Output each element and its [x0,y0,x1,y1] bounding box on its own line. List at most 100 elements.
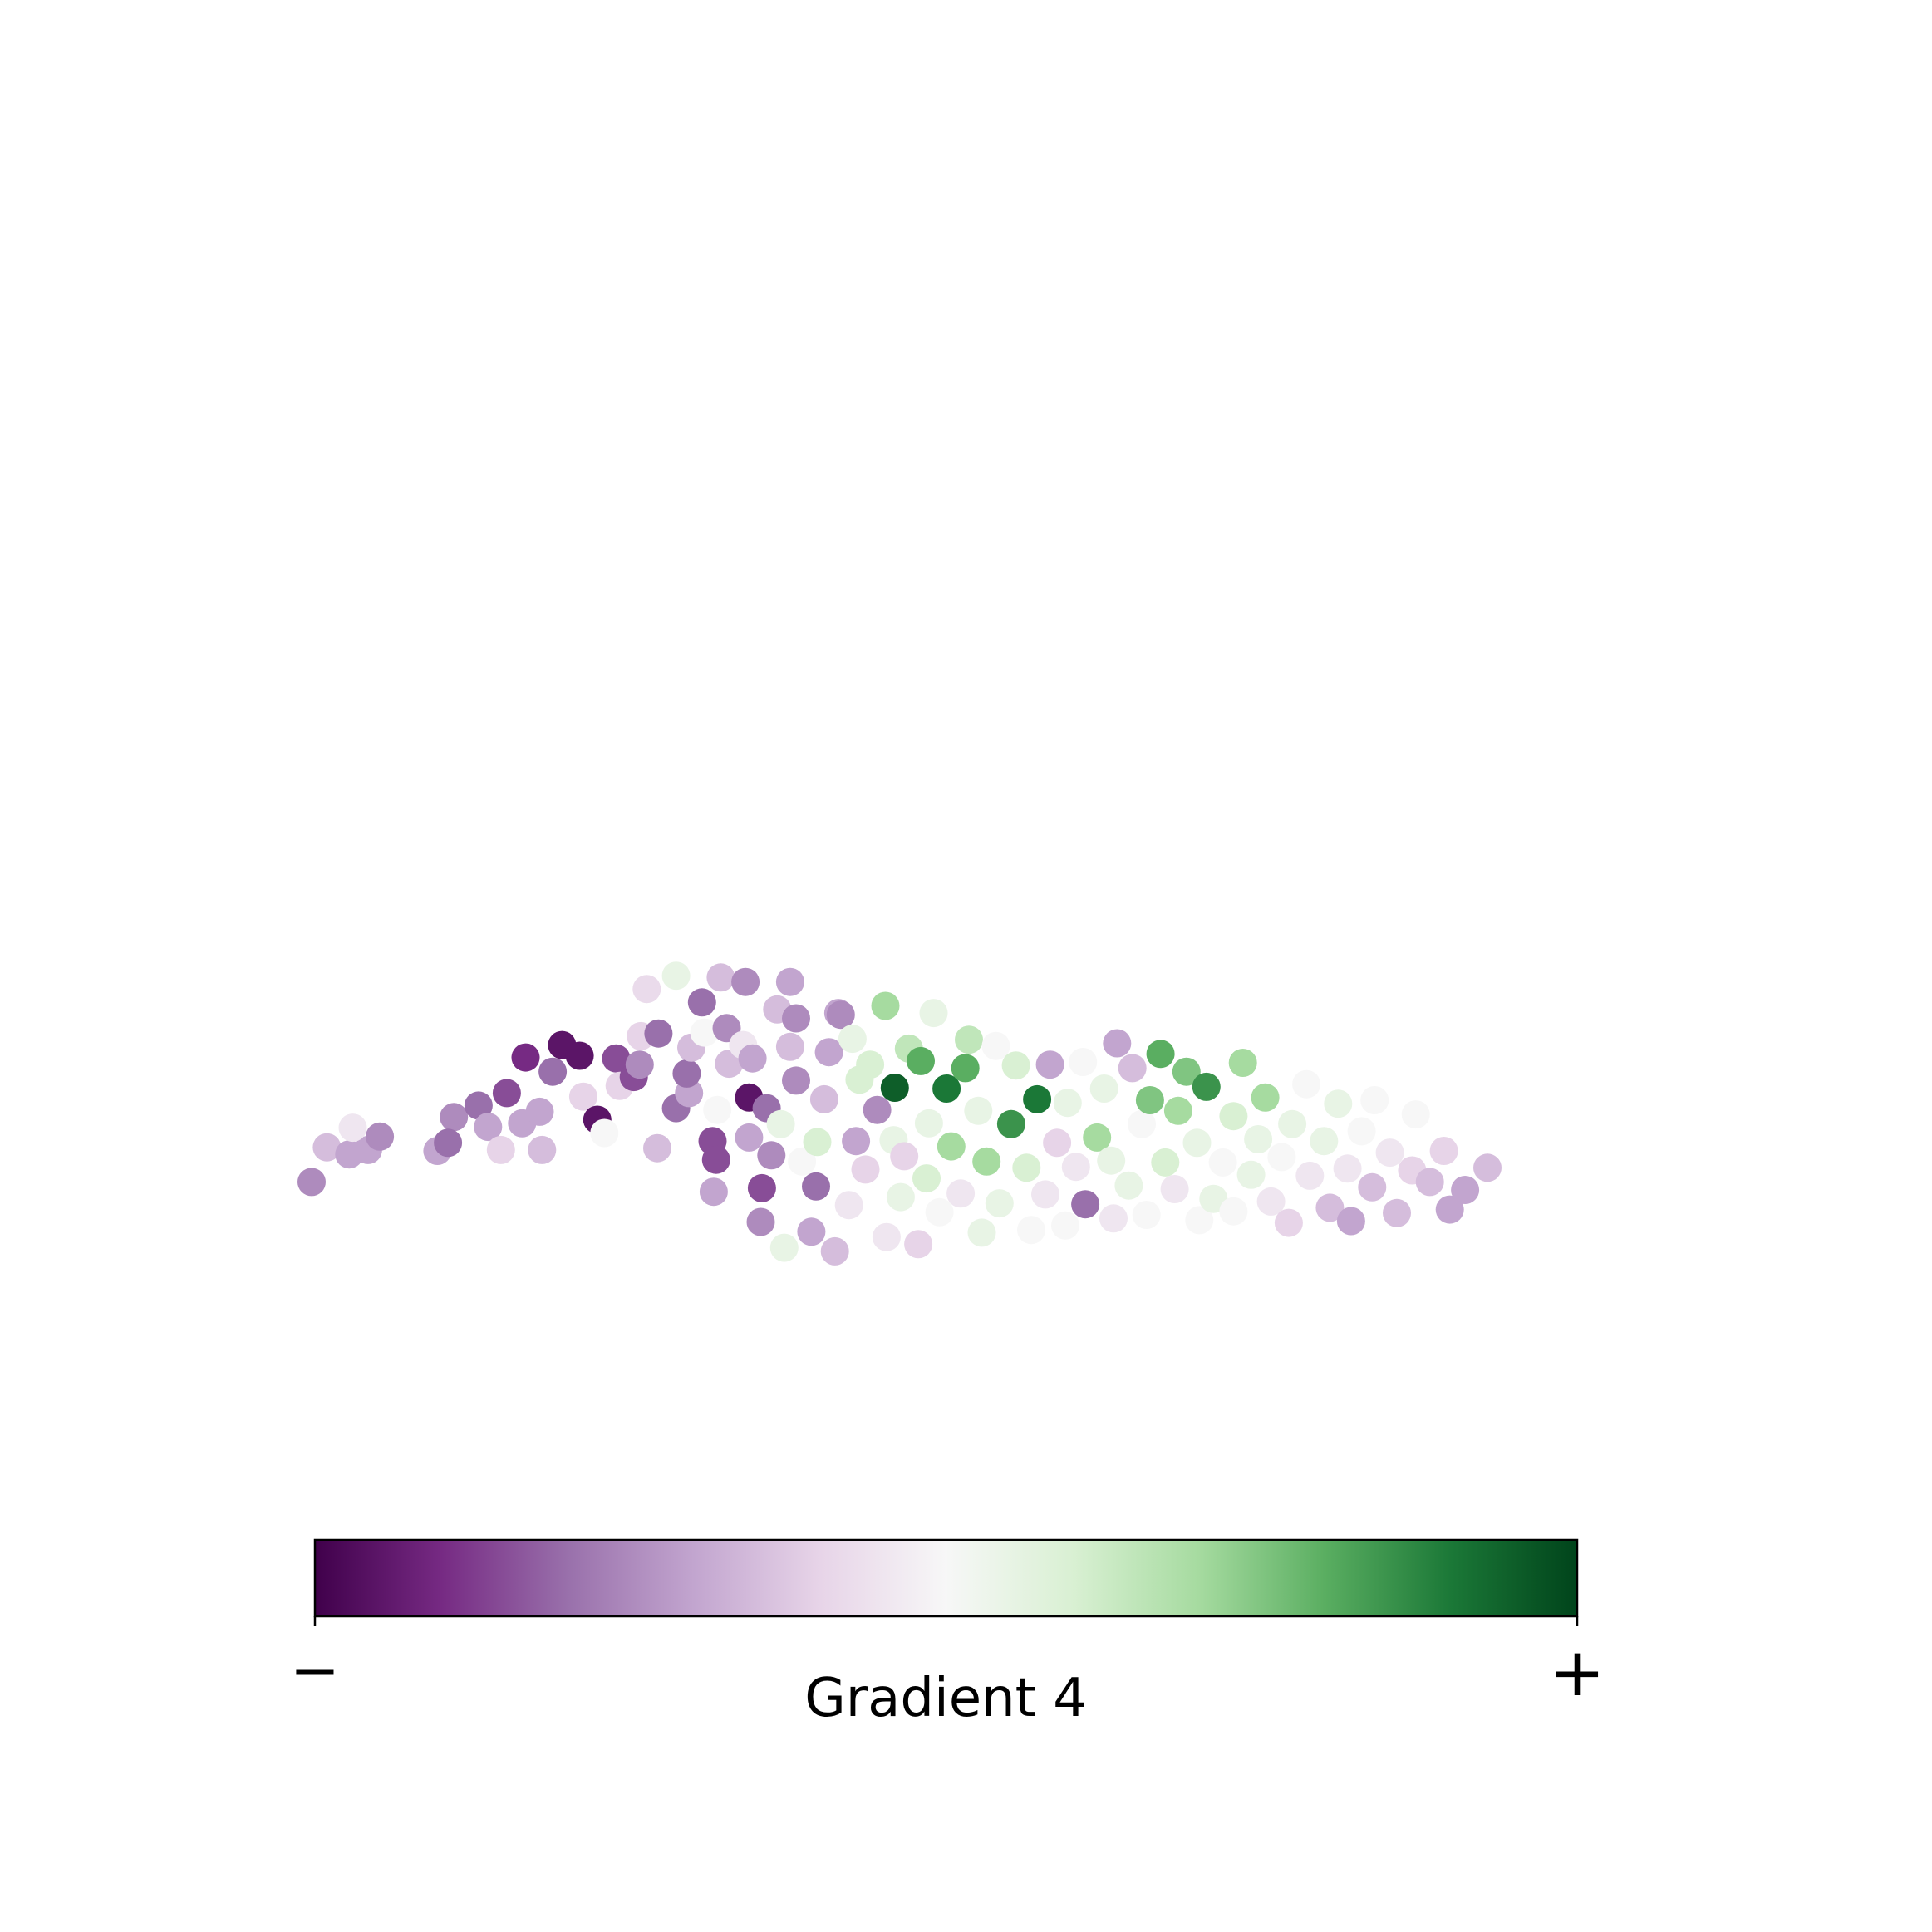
scatter-point [1251,1083,1280,1112]
scatter-point [1118,1054,1147,1083]
scatter-point [1292,1069,1321,1099]
scatter-point [1333,1154,1362,1183]
scatter-point [1182,1128,1212,1158]
scatter-point [1061,1153,1090,1182]
scatter-point [644,1019,673,1048]
scatter-point [1315,1193,1345,1222]
scatter-point [1429,1137,1458,1165]
scatter-point [1473,1153,1502,1182]
scatter-point [782,1004,810,1033]
scatter-point [880,1074,909,1102]
scatter-point [690,1018,719,1047]
scatter-point [1135,1086,1164,1114]
scatter-point [492,1079,521,1108]
scatter-point [366,1122,395,1151]
scatter-point [851,1155,880,1184]
colorbar-title: Gradient 4 [804,1668,1087,1729]
scatter-point [731,967,760,996]
scatter-point [775,967,804,996]
scatter-point [706,963,735,992]
scatter-point [703,1095,732,1124]
scatter-point [1017,1216,1045,1245]
scatter-point [782,1066,810,1095]
scatter-point [907,1046,935,1075]
scatter-point [1336,1207,1365,1236]
scatter-point [863,1095,892,1124]
scatter-point [1451,1176,1480,1204]
scatter-point [766,1109,795,1138]
scatter-point [788,1147,817,1176]
scatter-point [528,1135,557,1164]
colorbar-max-label: + [1549,1634,1605,1711]
scatter-point [1089,1074,1118,1103]
scatter-point [890,1142,919,1171]
scatter-point [1099,1204,1128,1233]
scatter-point [687,988,716,1017]
scatter-point [814,1038,843,1067]
scatter-point [474,1113,503,1142]
scatter-point [1083,1123,1112,1152]
scatter-point [871,991,900,1020]
scatter-point [932,1074,961,1103]
scatter-point [1128,1109,1156,1138]
scatter-point [955,1025,983,1054]
scatter-point [1035,1050,1064,1079]
scatter-point [1103,1029,1132,1058]
scatter-point [886,1182,915,1212]
scatter-point [1151,1148,1180,1177]
scatter-point [1274,1208,1303,1237]
scatter-point [1208,1148,1237,1177]
scatter-point [1114,1171,1143,1200]
scatter-point [1267,1143,1296,1172]
scatter-point [964,1096,993,1125]
scatter-point [1071,1190,1100,1219]
scatter-point [735,1123,764,1152]
scatter-point [1375,1138,1404,1168]
scatter-point [1160,1175,1189,1203]
scatter-point [464,1091,493,1120]
scatter-point [972,1147,1001,1176]
scatter-point [937,1132,966,1161]
scatter-points [297,961,1502,1266]
scatter-point [946,1179,976,1208]
scatter-point [1172,1057,1201,1086]
scatter-point [919,999,948,1028]
scatter-point [826,1000,855,1030]
scatter-point [967,1218,996,1247]
scatter-point [1360,1086,1389,1114]
scatter-point [1132,1201,1161,1229]
scatter-point [699,1177,728,1207]
scatter-point [1023,1084,1052,1113]
scatter-point [538,1057,568,1086]
colorbar: − + Gradient 4 [290,1538,1605,1729]
scatter-point [486,1135,515,1164]
scatter-point [661,961,691,991]
scatter-point [1001,1051,1030,1080]
scatter-point [1163,1096,1192,1125]
scatter-point [1219,1197,1248,1226]
scatter-point [511,1043,540,1072]
scatter-point [590,1118,619,1148]
scatter-point [1295,1161,1325,1190]
scatter-point [981,1031,1010,1060]
scatter-point [925,1197,954,1227]
scatter-point [312,1133,342,1162]
scatter-point [1228,1049,1257,1077]
scatter-point [525,1097,554,1126]
scatter-point [914,1109,943,1138]
scatter-point [1415,1168,1444,1197]
scatter-point [1310,1127,1339,1156]
scatter-point [1358,1172,1387,1202]
scatter-point [297,1168,326,1197]
scatter-point [565,1041,594,1070]
scatter-point [701,1145,730,1174]
scatter-point [602,1044,631,1073]
scatter-point [802,1172,830,1201]
scatter-point [1324,1089,1353,1118]
scatter-point [643,1133,671,1163]
scatter-point [1192,1072,1221,1101]
scatter-point [809,1084,838,1113]
colorbar-min-label: − [290,1635,340,1705]
scatter-point [1219,1102,1248,1131]
colorbar-gradient [313,1538,1579,1618]
